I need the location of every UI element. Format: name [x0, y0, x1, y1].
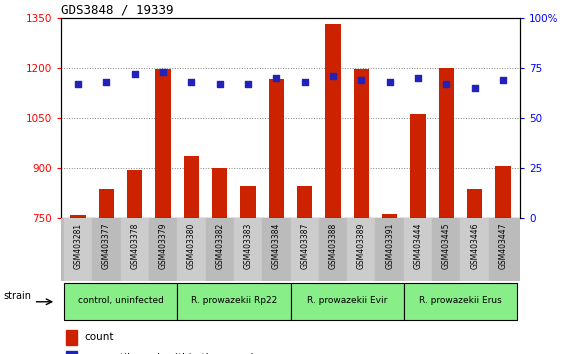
- Point: [328, 73, 338, 79]
- Text: GSM403444: GSM403444: [414, 223, 422, 269]
- Text: GSM403382: GSM403382: [215, 223, 224, 269]
- Point: [470, 85, 479, 91]
- Text: count: count: [84, 332, 113, 342]
- Bar: [290, 218, 319, 281]
- Point: [102, 79, 111, 85]
- Text: GDS3848 / 19339: GDS3848 / 19339: [61, 4, 174, 17]
- Text: GSM403447: GSM403447: [498, 223, 507, 269]
- Bar: [297, 186, 313, 218]
- Point: [159, 69, 168, 75]
- Point: [130, 71, 139, 76]
- Bar: [262, 218, 290, 281]
- Point: [243, 81, 253, 86]
- Point: [442, 81, 451, 86]
- Bar: [461, 218, 489, 281]
- Point: [215, 81, 224, 86]
- Bar: [99, 189, 114, 218]
- Text: strain: strain: [3, 291, 31, 301]
- Point: [73, 81, 83, 86]
- Bar: [64, 218, 92, 281]
- Text: GSM403379: GSM403379: [159, 223, 167, 269]
- Bar: [382, 215, 397, 218]
- Bar: [66, 330, 77, 345]
- Point: [272, 75, 281, 80]
- Bar: [268, 79, 284, 218]
- Bar: [120, 218, 149, 281]
- Text: percentile rank within the sample: percentile rank within the sample: [84, 353, 260, 354]
- Bar: [467, 189, 482, 218]
- Bar: [375, 218, 404, 281]
- Bar: [325, 24, 341, 218]
- Bar: [70, 215, 86, 218]
- Bar: [177, 284, 290, 320]
- Text: GSM403446: GSM403446: [470, 223, 479, 269]
- Point: [300, 79, 309, 85]
- Bar: [184, 156, 199, 218]
- Bar: [290, 284, 404, 320]
- Text: GSM403384: GSM403384: [272, 223, 281, 269]
- Bar: [432, 218, 461, 281]
- Bar: [240, 186, 256, 218]
- Bar: [212, 168, 227, 218]
- Bar: [347, 218, 375, 281]
- Bar: [61, 218, 520, 281]
- Bar: [64, 284, 177, 320]
- Bar: [234, 218, 262, 281]
- Text: R. prowazekii Erus: R. prowazekii Erus: [419, 296, 502, 306]
- Text: GSM403378: GSM403378: [130, 223, 139, 269]
- Bar: [439, 68, 454, 218]
- Bar: [404, 218, 432, 281]
- Point: [498, 77, 508, 82]
- Text: GSM403445: GSM403445: [442, 223, 451, 269]
- Bar: [206, 218, 234, 281]
- Point: [357, 77, 366, 82]
- Text: GSM403281: GSM403281: [74, 223, 83, 269]
- Text: GSM403377: GSM403377: [102, 223, 111, 269]
- Bar: [410, 114, 426, 218]
- Text: GSM403391: GSM403391: [385, 223, 394, 269]
- Text: GSM403387: GSM403387: [300, 223, 309, 269]
- Bar: [155, 69, 171, 218]
- Bar: [495, 166, 511, 218]
- Bar: [149, 218, 177, 281]
- Bar: [404, 284, 517, 320]
- Text: GSM403380: GSM403380: [187, 223, 196, 269]
- Bar: [127, 170, 142, 218]
- Text: GSM403389: GSM403389: [357, 223, 366, 269]
- Point: [385, 79, 394, 85]
- Text: control, uninfected: control, uninfected: [78, 296, 163, 306]
- Point: [413, 75, 422, 80]
- Point: [187, 79, 196, 85]
- Bar: [66, 351, 77, 354]
- Bar: [319, 218, 347, 281]
- Bar: [354, 69, 369, 218]
- Bar: [489, 218, 517, 281]
- Bar: [92, 218, 120, 281]
- Text: R. prowazekii Rp22: R. prowazekii Rp22: [191, 296, 277, 306]
- Text: GSM403383: GSM403383: [243, 223, 253, 269]
- Text: R. prowazekii Evir: R. prowazekii Evir: [307, 296, 388, 306]
- Bar: [177, 218, 206, 281]
- Text: GSM403388: GSM403388: [328, 223, 338, 269]
